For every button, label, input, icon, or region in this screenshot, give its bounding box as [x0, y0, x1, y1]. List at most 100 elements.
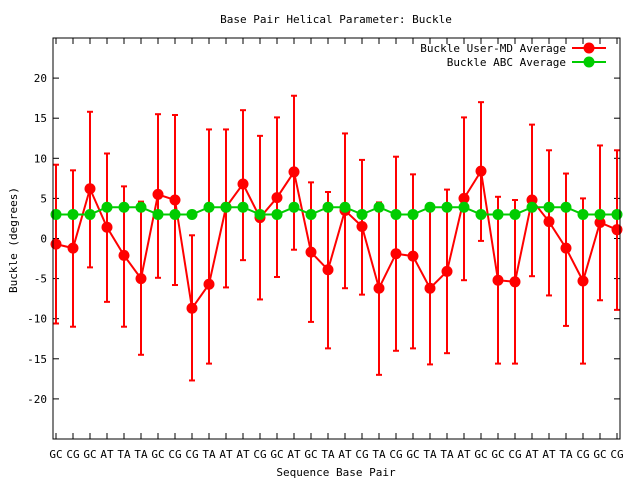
- data-point: [594, 208, 606, 220]
- y-tick-label: -5: [34, 273, 47, 286]
- data-point: [492, 208, 504, 220]
- y-tick-label: 15: [34, 112, 47, 125]
- data-point: [118, 249, 130, 261]
- x-tick-label: TA: [372, 448, 386, 461]
- series-line: [55, 168, 618, 311]
- plot-frame: [52, 37, 621, 440]
- x-tick-label: GC: [491, 448, 504, 461]
- data-point: [271, 208, 283, 220]
- y-tick-label: 20: [34, 72, 47, 85]
- x-tick-label: CG: [389, 448, 402, 461]
- data-point: [152, 188, 164, 200]
- data-point: [84, 208, 96, 220]
- data-point: [543, 201, 555, 213]
- y-tick-label: 0: [40, 233, 47, 246]
- data-point: [220, 201, 232, 213]
- data-point: [322, 264, 334, 276]
- x-tick-label: AT: [338, 448, 352, 461]
- x-tick-label: GC: [474, 448, 487, 461]
- x-tick-label: AT: [236, 448, 250, 461]
- data-point: [560, 242, 572, 254]
- data-point: [577, 208, 589, 220]
- data-point: [390, 248, 402, 260]
- x-tick-label: TA: [559, 448, 573, 461]
- data-point: [50, 208, 62, 220]
- x-tick-label: TA: [117, 448, 131, 461]
- series-line: [56, 206, 617, 216]
- x-tick-label: CG: [576, 448, 589, 461]
- data-point: [526, 201, 538, 213]
- data-point: [101, 201, 113, 213]
- data-point: [577, 275, 589, 287]
- data-point: [152, 208, 164, 220]
- x-axis: GC CG GC AT TA TA GC CG CG TA AT AT CG GC AT GC TA AT CG TA…: [49, 38, 624, 461]
- data-point: [594, 216, 606, 228]
- x-tick-label: CG: [508, 448, 521, 461]
- data-point: [50, 238, 62, 250]
- chart-title: Base Pair Helical Parameter: Buckle: [220, 13, 452, 26]
- x-tick-label: CG: [253, 448, 266, 461]
- data-point: [67, 242, 79, 254]
- x-tick-label: AT: [457, 448, 471, 461]
- x-tick-label: AT: [287, 448, 301, 461]
- data-point: [305, 246, 317, 258]
- series-user-md: [50, 94, 623, 382]
- series-layer: [50, 94, 623, 382]
- x-tick-label: TA: [134, 448, 148, 461]
- data-point: [441, 201, 453, 213]
- data-point: [475, 165, 487, 177]
- data-point: [237, 201, 249, 213]
- legend-marker: [583, 42, 595, 54]
- x-tick-label: CG: [168, 448, 181, 461]
- legend-label: Buckle ABC Average: [447, 56, 566, 69]
- x-tick-label: TA: [423, 448, 437, 461]
- data-point: [186, 208, 198, 220]
- data-point: [611, 224, 623, 236]
- y-tick-label: -20: [27, 393, 47, 406]
- data-point: [373, 282, 385, 294]
- data-point: [356, 220, 368, 232]
- data-point: [509, 276, 521, 288]
- data-point: [458, 192, 470, 204]
- data-point: [339, 201, 351, 213]
- data-point: [169, 194, 181, 206]
- data-point: [84, 183, 96, 195]
- data-point: [475, 208, 487, 220]
- x-tick-label: GC: [83, 448, 96, 461]
- data-point: [101, 221, 113, 233]
- x-tick-label: AT: [542, 448, 556, 461]
- data-point: [543, 216, 555, 228]
- x-tick-label: GC: [406, 448, 419, 461]
- data-point: [203, 201, 215, 213]
- y-tick-label: 10: [34, 152, 47, 165]
- data-point: [186, 302, 198, 314]
- x-tick-label: CG: [355, 448, 368, 461]
- data-point: [390, 208, 402, 220]
- x-tick-label: CG: [610, 448, 623, 461]
- data-point: [458, 201, 470, 213]
- data-point: [509, 208, 521, 220]
- data-point: [135, 201, 147, 213]
- x-tick-label: CG: [66, 448, 79, 461]
- data-point: [407, 250, 419, 262]
- legend-label: Buckle User-MD Average: [420, 42, 566, 55]
- x-tick-label: AT: [525, 448, 539, 461]
- data-point: [373, 201, 385, 213]
- data-point: [424, 282, 436, 294]
- x-tick-label: GC: [151, 448, 164, 461]
- data-point: [322, 201, 334, 213]
- data-point: [424, 201, 436, 213]
- data-point: [271, 192, 283, 204]
- x-tick-label: GC: [270, 448, 283, 461]
- data-point: [611, 208, 623, 220]
- data-point: [407, 208, 419, 220]
- data-point: [288, 166, 300, 178]
- series-abc: [50, 201, 623, 220]
- data-point: [560, 201, 572, 213]
- x-tick-label: GC: [304, 448, 317, 461]
- data-point: [305, 208, 317, 220]
- x-tick-label: GC: [593, 448, 606, 461]
